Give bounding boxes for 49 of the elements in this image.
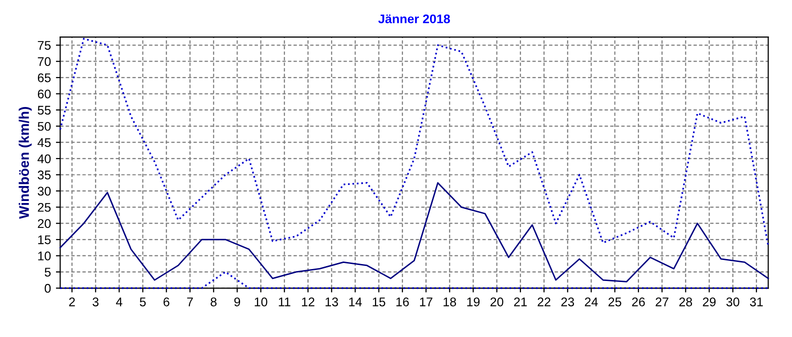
y-tick-label: 15 bbox=[38, 235, 51, 244]
x-tick-label: 10 bbox=[254, 297, 268, 306]
x-tick-label: 23 bbox=[561, 297, 574, 306]
y-tick-label: 55 bbox=[38, 106, 51, 115]
y-tick-label: 25 bbox=[38, 202, 51, 212]
y-tick-label: 75 bbox=[38, 41, 51, 50]
x-tick-label: 29 bbox=[702, 297, 716, 306]
x-tick-label: 27 bbox=[656, 297, 668, 306]
x-tick-label: 30 bbox=[726, 297, 740, 306]
x-tick-label: 17 bbox=[420, 298, 432, 306]
y-tick-label: 30 bbox=[38, 186, 51, 196]
x-tick-label: 4 bbox=[116, 298, 122, 306]
x-tick-label: 21 bbox=[514, 297, 527, 306]
y-axis-title: Windböen (km/h) bbox=[18, 107, 32, 219]
y-tick-label: 10 bbox=[38, 252, 51, 260]
y-tick-label: 60 bbox=[38, 90, 51, 98]
x-tick-label: 19 bbox=[467, 297, 480, 306]
y-tick-label: 45 bbox=[38, 138, 51, 148]
y-tick-label: 70 bbox=[38, 57, 51, 66]
x-tick-label: 31 bbox=[750, 297, 763, 306]
x-tick-label: 28 bbox=[679, 297, 692, 306]
x-tick-label: 6 bbox=[164, 297, 170, 306]
x-tick-label: 8 bbox=[210, 297, 217, 306]
x-tick-label: 15 bbox=[372, 298, 386, 306]
y-tick-label: 50 bbox=[38, 122, 51, 131]
x-tick-label: 25 bbox=[608, 297, 622, 306]
x-tick-label: 22 bbox=[538, 297, 550, 306]
y-tick-label: 35 bbox=[38, 170, 51, 180]
x-tick-label: 12 bbox=[302, 297, 314, 306]
y-tick-label: 65 bbox=[38, 73, 51, 82]
line-series bbox=[59, 182, 769, 282]
y-tick-label: 0 bbox=[44, 284, 51, 293]
x-tick-label: 3 bbox=[92, 297, 99, 306]
chart-title: Jänner 2018 bbox=[378, 14, 450, 24]
y-tick-label: 20 bbox=[38, 219, 51, 228]
x-tick-label: 24 bbox=[584, 297, 598, 306]
x-tick-label: 7 bbox=[187, 298, 193, 306]
x-tick-label: 14 bbox=[349, 298, 362, 306]
x-tick-label: 20 bbox=[490, 297, 504, 306]
x-tick-label: 13 bbox=[326, 297, 338, 306]
x-tick-label: 11 bbox=[278, 298, 290, 306]
x-tick-label: 9 bbox=[234, 297, 240, 306]
x-tick-label: 18 bbox=[444, 297, 456, 306]
x-tick-label: 16 bbox=[396, 297, 409, 306]
x-tick-label: 26 bbox=[632, 297, 645, 306]
y-tick-label: 40 bbox=[38, 154, 51, 164]
x-tick-label: 2 bbox=[69, 297, 75, 306]
x-tick-label: 5 bbox=[140, 298, 146, 306]
y-tick-label: 5 bbox=[44, 268, 51, 277]
